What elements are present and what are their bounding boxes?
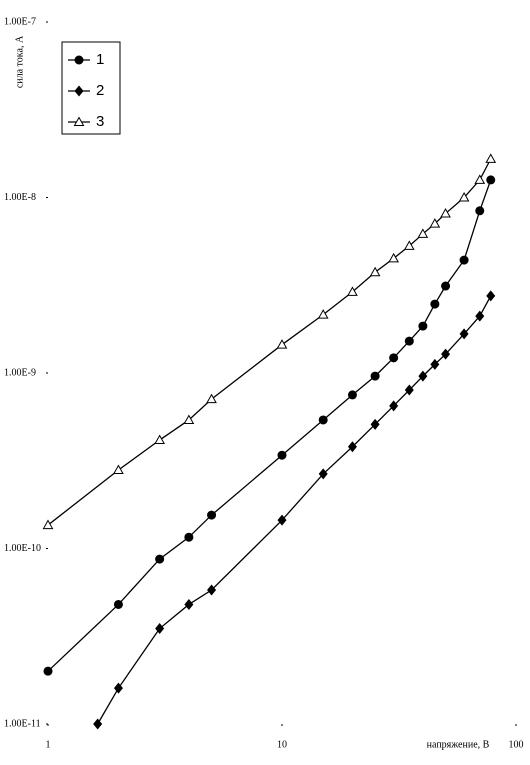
marker (458, 191, 470, 202)
y-tick-label: 1.00E-11 (4, 718, 41, 729)
marker (347, 390, 357, 400)
marker (370, 418, 380, 430)
marker (403, 240, 415, 250)
marker (183, 414, 195, 424)
marker (207, 510, 217, 520)
x-tick-label: 10 (277, 739, 287, 750)
marker (155, 623, 165, 635)
marker (206, 393, 217, 404)
y-tick-label: 1.00E-7 (4, 16, 36, 27)
series-line (47, 179, 492, 672)
marker (475, 206, 485, 216)
marker (277, 450, 287, 460)
marker (459, 255, 469, 265)
marker (276, 339, 288, 349)
marker (389, 353, 399, 363)
legend-marker (74, 85, 84, 97)
marker (440, 208, 451, 218)
marker (486, 290, 496, 302)
marker (318, 468, 328, 480)
marker (429, 218, 441, 228)
marker (474, 174, 486, 184)
marker (113, 464, 124, 475)
marker (277, 514, 287, 526)
marker (485, 153, 497, 163)
marker (389, 400, 399, 412)
marker (113, 599, 123, 609)
series-line (47, 158, 492, 526)
marker (317, 309, 329, 319)
series-line (97, 295, 492, 725)
marker (43, 666, 53, 676)
marker (475, 310, 485, 322)
marker (486, 175, 496, 185)
y-tick-label: 1.00E-10 (4, 543, 41, 554)
marker (441, 281, 451, 291)
legend-marker (73, 116, 85, 126)
marker (430, 358, 440, 370)
marker (347, 286, 358, 296)
marker (42, 519, 54, 530)
marker (155, 554, 165, 564)
marker (347, 441, 357, 453)
marker (184, 532, 194, 542)
y-axis-label: сила тока, А (14, 35, 25, 88)
legend-label: 2 (96, 82, 104, 99)
marker (93, 718, 103, 730)
marker (418, 370, 428, 382)
marker (404, 384, 414, 396)
marker (207, 584, 217, 596)
marker (404, 336, 414, 346)
marker (388, 252, 400, 263)
x-tick-label: 1 (46, 739, 51, 750)
marker (417, 228, 429, 238)
marker (184, 598, 194, 610)
marker (369, 266, 381, 277)
marker (459, 328, 469, 340)
marker (318, 415, 328, 425)
x-tick-label: 100 (509, 739, 524, 750)
marker (441, 348, 451, 360)
legend-label: 1 (96, 51, 104, 68)
marker (430, 299, 440, 309)
legend-box (61, 41, 121, 135)
marker (154, 434, 166, 445)
y-tick-label: 1.00E-8 (4, 192, 36, 203)
legend-label: 3 (96, 113, 104, 130)
marker (418, 321, 428, 331)
legend-marker (74, 55, 84, 65)
marker (370, 371, 380, 381)
x-axis-label: напряжение, В (427, 739, 490, 750)
y-tick-label: 1.00E-9 (4, 367, 36, 378)
marker (113, 682, 123, 694)
